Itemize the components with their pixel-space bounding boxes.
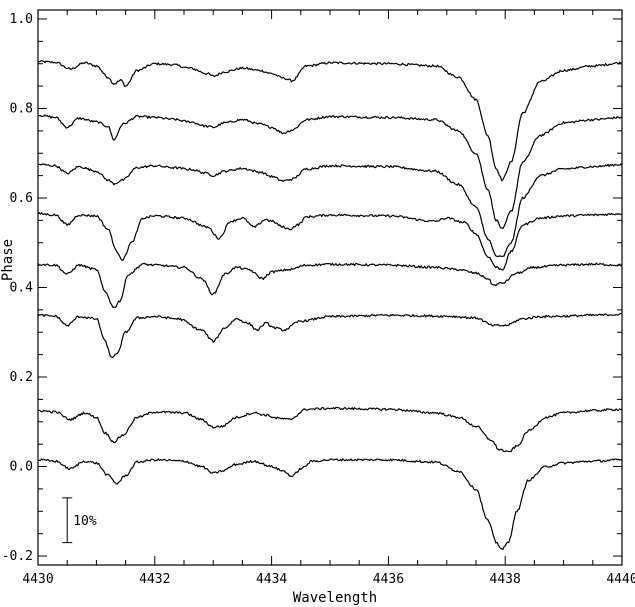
y-tick-label: 0.0 <box>10 460 33 475</box>
spectrum-series-2 <box>37 163 623 258</box>
spectra-series <box>37 59 623 551</box>
x-axis-label: Wavelength <box>293 590 377 606</box>
spectrum-series-7 <box>37 458 623 551</box>
spectrum-series-0 <box>37 59 623 182</box>
scale-bar-label: 10% <box>73 514 97 529</box>
y-axis-label: Phase <box>0 239 16 281</box>
spectrum-series-4 <box>37 262 623 309</box>
spectrum-series-5 <box>37 312 623 358</box>
y-tick-label: -0.2 <box>2 549 33 564</box>
x-tick-label: 4440 <box>606 572 635 587</box>
y-tick-label: 0.8 <box>10 101 33 116</box>
scale-bar: 10% <box>62 497 97 544</box>
x-tick-label: 4438 <box>490 572 521 587</box>
x-tick-label: 4434 <box>256 572 287 587</box>
y-tick-label: 1.0 <box>10 12 33 27</box>
x-axis: 4430 4432 4434 4436 4438 4440 <box>22 10 635 587</box>
spectrum-series-3 <box>37 212 623 271</box>
x-tick-label: 4436 <box>373 572 404 587</box>
x-tick-label: 4430 <box>22 572 53 587</box>
y-tick-label: 0.6 <box>10 191 33 206</box>
spectrum-series-1 <box>37 114 623 230</box>
x-tick-label: 4432 <box>139 572 170 587</box>
y-axis: -0.2 0.0 0.2 0.4 0.6 0.8 1.0 <box>2 12 622 564</box>
spectrum-series-6 <box>37 406 623 453</box>
y-tick-label: 0.2 <box>10 370 33 385</box>
y-tick-label: 0.4 <box>10 281 34 296</box>
plot-frame <box>37 9 623 566</box>
